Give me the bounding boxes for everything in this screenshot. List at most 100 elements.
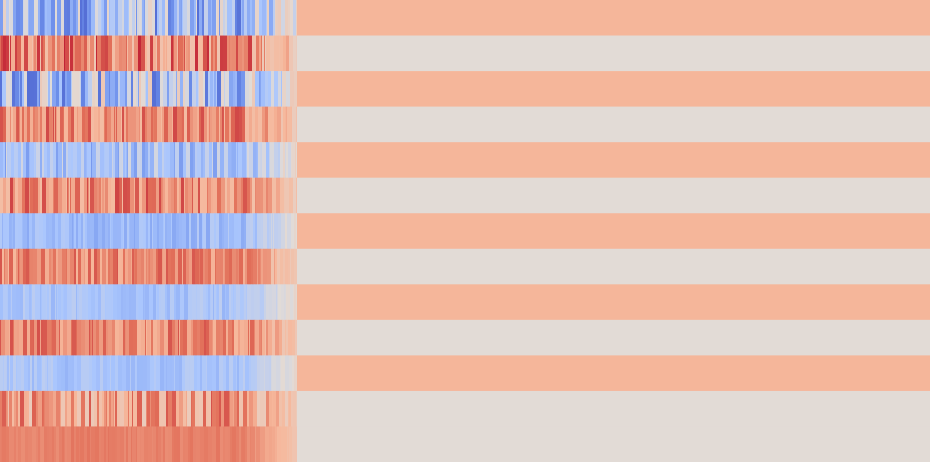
heatmap-cell	[204, 106, 208, 143]
heatmap-cell	[160, 355, 165, 392]
heatmap-cell	[188, 35, 191, 72]
heatmap-cell	[297, 213, 930, 250]
heatmap-cell	[155, 390, 160, 427]
heatmap-cell	[25, 284, 30, 321]
heatmap-cell	[160, 319, 165, 356]
heatmap-cell	[55, 284, 57, 321]
heatmap-cell	[50, 284, 52, 321]
heatmap-cell	[273, 213, 275, 250]
heatmap-cell	[197, 142, 202, 178]
heatmap-cell	[269, 284, 273, 321]
heatmap-cell	[211, 248, 216, 285]
heatmap-cell	[153, 213, 158, 250]
heatmap-cell	[200, 319, 205, 356]
heatmap-cell	[97, 106, 99, 143]
heatmap-cell	[89, 35, 91, 72]
heatmap-cell	[296, 142, 298, 178]
heatmap-cell	[117, 213, 122, 250]
heatmap-row-11	[0, 390, 930, 427]
heatmap-cell	[262, 142, 267, 178]
heatmap-cell	[228, 319, 233, 356]
heatmap-cell	[11, 142, 15, 178]
heatmap-cell	[8, 142, 12, 178]
heatmap-cell	[214, 284, 217, 321]
heatmap-cell	[122, 35, 127, 72]
heatmap-cell	[171, 35, 174, 72]
heatmap-cell	[196, 426, 201, 462]
heatmap-cell	[28, 355, 31, 392]
heatmap-cell	[145, 142, 148, 178]
heatmap-cell	[227, 0, 230, 36]
heatmap-cell	[281, 284, 285, 321]
heatmap-cell	[123, 213, 125, 250]
heatmap-cell	[38, 106, 41, 143]
heatmap-cell	[165, 35, 167, 72]
heatmap-cell	[18, 426, 20, 462]
heatmap-cell	[112, 426, 116, 462]
heatmap-cell	[219, 390, 222, 427]
heatmap-cell	[81, 248, 85, 285]
heatmap-cell	[292, 142, 296, 178]
heatmap-cell	[55, 106, 57, 143]
heatmap-cell	[47, 0, 52, 36]
heatmap-cell	[141, 71, 146, 107]
heatmap-cell	[45, 248, 50, 285]
heatmap-cell	[257, 142, 259, 178]
heatmap-cell	[0, 284, 4, 321]
heatmap-cell	[137, 248, 142, 285]
heatmap-cell	[281, 71, 283, 107]
heatmap-cell	[247, 248, 252, 285]
heatmap-cell	[173, 106, 178, 143]
heatmap-cell	[163, 177, 166, 214]
heatmap-cell	[81, 213, 84, 250]
heatmap-cell	[294, 71, 298, 107]
heatmap-cell	[6, 71, 11, 107]
heatmap-cell	[297, 426, 930, 462]
heatmap-cell	[196, 0, 198, 36]
heatmap-cell	[250, 0, 253, 36]
heatmap-cell	[293, 177, 297, 214]
heatmap-cell	[84, 177, 88, 214]
heatmap-cell	[25, 106, 28, 143]
heatmap-cell	[107, 390, 110, 427]
heatmap-cell	[139, 177, 143, 214]
heatmap-cell	[247, 0, 251, 36]
heatmap-cell	[163, 426, 166, 462]
heatmap-cell	[229, 0, 233, 36]
heatmap-cell	[252, 177, 256, 214]
heatmap-cell	[87, 426, 91, 462]
heatmap-cell	[289, 35, 294, 72]
heatmap-cell	[213, 142, 218, 178]
heatmap-cell	[214, 71, 217, 107]
heatmap-cell	[235, 71, 238, 107]
heatmap-cell	[27, 106, 31, 143]
heatmap-cell	[177, 35, 179, 72]
heatmap-cell	[61, 390, 66, 427]
heatmap-cell	[175, 319, 178, 356]
heatmap-cell	[237, 355, 240, 392]
heatmap-cell	[249, 71, 253, 107]
heatmap-cell	[41, 355, 43, 392]
heatmap-cell	[42, 142, 45, 178]
heatmap-cell	[101, 284, 106, 321]
heatmap-cell	[51, 248, 54, 285]
heatmap-cell	[134, 248, 136, 285]
heatmap-cell	[121, 284, 124, 321]
heatmap-cell	[144, 248, 147, 285]
heatmap-cell	[234, 390, 238, 427]
heatmap-cell	[10, 35, 12, 72]
heatmap-cell	[74, 106, 78, 143]
heatmap-cell	[73, 142, 78, 178]
heatmap-cell	[217, 284, 220, 321]
heatmap-cell	[0, 426, 2, 462]
heatmap-cell	[91, 390, 95, 427]
heatmap-cell	[156, 355, 161, 392]
heatmap-cell	[65, 213, 70, 250]
heatmap-cell	[20, 390, 25, 427]
heatmap-cell	[195, 35, 199, 72]
heatmap-cell	[165, 177, 169, 214]
heatmap-cell	[65, 426, 68, 462]
heatmap-cell	[71, 71, 73, 107]
heatmap-row-0	[0, 0, 930, 36]
heatmap-cell	[153, 284, 157, 321]
